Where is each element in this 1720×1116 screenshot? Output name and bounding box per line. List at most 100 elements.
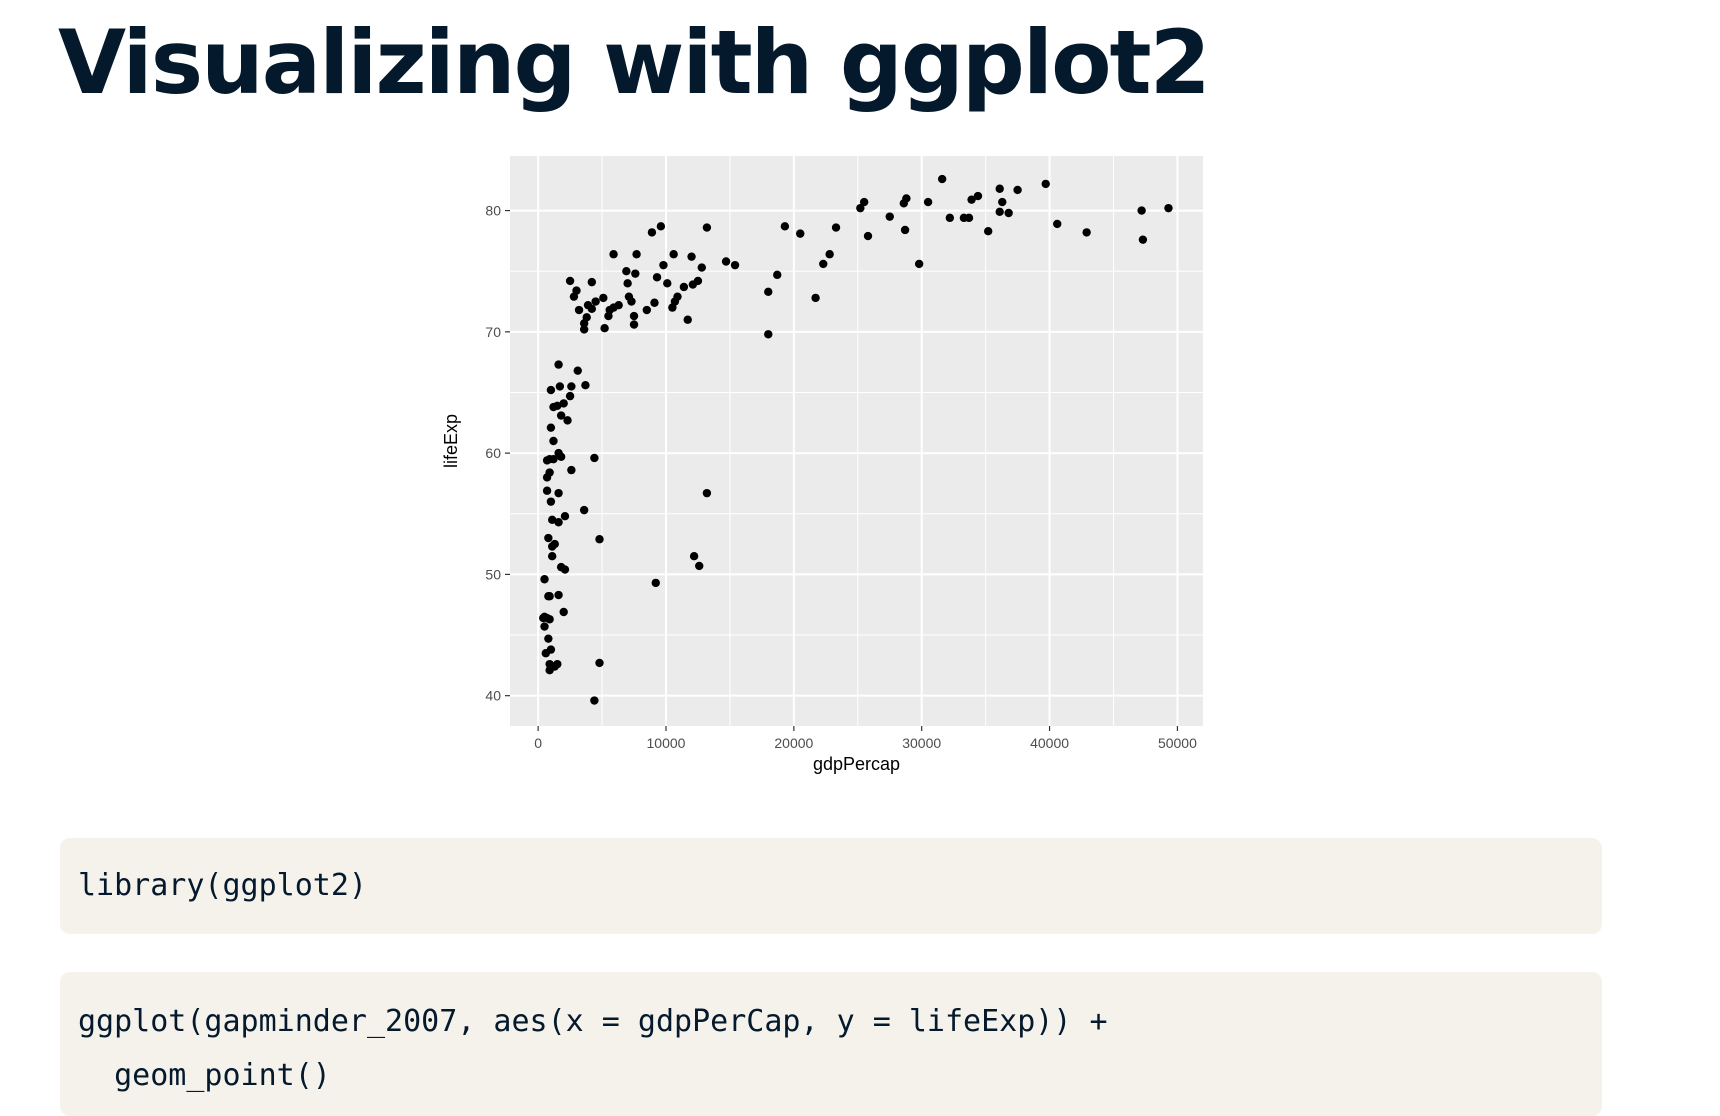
data-point bbox=[581, 381, 590, 390]
data-point bbox=[579, 325, 589, 334]
data-point bbox=[945, 213, 955, 223]
code-block-library: library(ggplot2) bbox=[60, 838, 1602, 934]
data-point bbox=[764, 287, 773, 297]
data-point bbox=[622, 267, 631, 276]
data-point bbox=[647, 228, 657, 237]
data-point bbox=[995, 184, 1004, 193]
data-point bbox=[1041, 179, 1050, 189]
data-point bbox=[574, 305, 584, 315]
data-point bbox=[900, 225, 910, 235]
data-point bbox=[590, 696, 599, 705]
data-point bbox=[973, 191, 983, 201]
data-point bbox=[544, 592, 553, 601]
slide-title: Visualizing with ggplot2 bbox=[58, 11, 1211, 114]
data-point bbox=[668, 303, 677, 312]
grid-minor bbox=[510, 156, 1203, 726]
data-point bbox=[831, 223, 841, 232]
y-tick-label: 80 bbox=[485, 203, 501, 219]
data-point bbox=[863, 231, 873, 241]
data-point bbox=[689, 552, 699, 561]
data-point bbox=[663, 279, 672, 288]
data-point bbox=[914, 259, 924, 269]
code-line: geom_point() bbox=[78, 1058, 331, 1093]
data-point bbox=[679, 282, 689, 292]
data-point bbox=[554, 590, 563, 600]
data-point bbox=[923, 197, 933, 207]
x-tick-label: 0 bbox=[534, 735, 542, 751]
data-point bbox=[1138, 235, 1148, 244]
code-block-ggplot: ggplot(gapminder_2007, aes(x = gdpPerCap… bbox=[60, 972, 1602, 1116]
data-point bbox=[595, 658, 604, 668]
data-point bbox=[547, 542, 557, 551]
data-point bbox=[565, 391, 575, 401]
data-point bbox=[721, 257, 731, 266]
code-line: library(ggplot2) bbox=[78, 868, 367, 903]
data-point bbox=[565, 276, 575, 286]
x-tick-label: 50000 bbox=[1158, 735, 1197, 751]
data-point bbox=[819, 259, 828, 269]
data-point bbox=[591, 297, 600, 306]
data-point bbox=[623, 279, 632, 288]
data-point bbox=[652, 273, 662, 282]
data-point bbox=[899, 199, 909, 208]
data-point bbox=[1053, 219, 1062, 229]
data-point bbox=[959, 213, 969, 223]
data-point bbox=[1004, 208, 1013, 218]
data-point bbox=[659, 260, 668, 270]
x-axis-label: gdpPercap bbox=[813, 754, 900, 774]
data-point bbox=[547, 515, 557, 525]
data-point bbox=[697, 263, 706, 272]
data-point bbox=[683, 315, 692, 324]
data-point bbox=[560, 511, 570, 521]
data-point bbox=[937, 174, 947, 184]
data-point bbox=[702, 488, 712, 498]
data-point bbox=[811, 293, 820, 303]
data-point bbox=[554, 518, 563, 527]
data-point bbox=[590, 453, 599, 463]
x-tick-label: 30000 bbox=[902, 735, 941, 751]
data-point bbox=[859, 197, 869, 207]
plot-panel bbox=[510, 156, 1203, 726]
data-point bbox=[600, 324, 609, 333]
data-point bbox=[569, 292, 579, 301]
data-point bbox=[579, 505, 589, 515]
data-point bbox=[609, 250, 618, 259]
data-point bbox=[554, 488, 563, 498]
scatter-plot-svg: 0 10000 20000 30000 40000 50000 40 50 60 70 80 gdp… bbox=[441, 156, 1203, 774]
y-tick-label: 70 bbox=[485, 324, 501, 340]
data-point bbox=[983, 226, 993, 236]
data-point bbox=[563, 416, 572, 425]
data-point bbox=[702, 223, 712, 232]
y-tick-label: 50 bbox=[485, 566, 501, 582]
axes: 0 10000 20000 30000 40000 50000 40 50 60 70 80 bbox=[485, 203, 1197, 751]
data-point bbox=[650, 298, 659, 307]
data-point bbox=[544, 634, 553, 643]
data-point bbox=[730, 260, 740, 270]
data-point bbox=[549, 402, 558, 412]
data-point bbox=[780, 222, 790, 231]
data-point bbox=[587, 277, 597, 287]
data-point bbox=[542, 456, 552, 465]
y-tick-label: 40 bbox=[485, 688, 501, 704]
data-point bbox=[695, 561, 704, 571]
data-point bbox=[773, 270, 782, 280]
data-point bbox=[540, 575, 549, 584]
data-point bbox=[856, 203, 865, 213]
data-point bbox=[556, 411, 566, 420]
data-point bbox=[624, 292, 634, 301]
data-point bbox=[1082, 228, 1091, 237]
data-point bbox=[539, 613, 548, 623]
data-point bbox=[546, 385, 556, 395]
grid-major bbox=[510, 156, 1203, 726]
data-point bbox=[554, 448, 563, 458]
data-point bbox=[687, 252, 696, 261]
data-point bbox=[764, 330, 773, 339]
data-point bbox=[998, 197, 1007, 207]
data-point bbox=[545, 659, 554, 669]
data-point bbox=[549, 436, 558, 446]
data-point bbox=[545, 666, 554, 675]
x-tick-label: 20000 bbox=[774, 735, 813, 751]
data-point bbox=[542, 486, 552, 495]
data-point bbox=[632, 250, 641, 259]
data-point bbox=[541, 649, 551, 658]
